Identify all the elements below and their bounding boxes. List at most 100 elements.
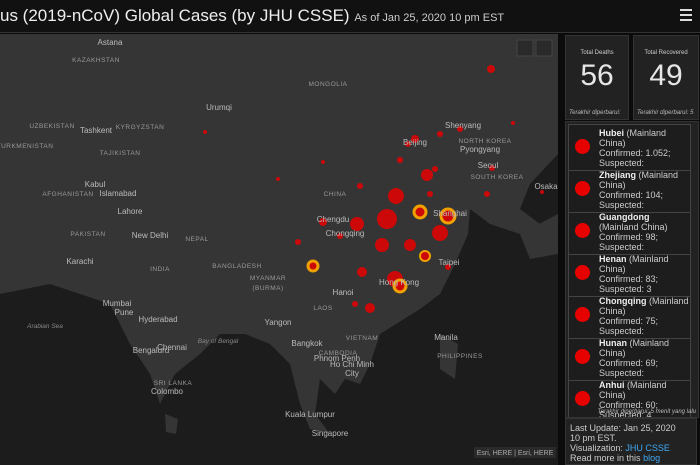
- map-label: Osaka: [534, 182, 558, 191]
- stat-value: 56: [580, 59, 614, 92]
- region-text: Henan (Mainland China) Confirmed: 83; Susp…: [599, 254, 691, 294]
- map-label: Urumqi: [206, 103, 232, 112]
- deaths-card: Total Deaths 56 Terakhir diperbarui:: [565, 35, 629, 120]
- map-label: Taipei: [439, 258, 460, 267]
- suspected: Suspected:: [599, 326, 645, 336]
- region-country: (Mainland China): [599, 170, 679, 190]
- title: us (2019-nCoV) Global Cases (by JHU CSSE…: [0, 6, 504, 26]
- map-label: Arabian Sea: [26, 323, 63, 330]
- suspected: Suspected: 4: [599, 410, 652, 418]
- region-item[interactable]: Hubei (Mainland China) Confirmed: 1.052; S…: [568, 124, 691, 171]
- map-label: Chongqing: [326, 229, 365, 238]
- region-text: Guangdong (Mainland China) Confirmed: 98;…: [599, 212, 691, 252]
- map-label: Kuala Lumpur: [285, 410, 335, 419]
- map-label: Yangon: [265, 318, 292, 327]
- map-label: Kabul: [85, 180, 106, 189]
- info-label: Visualization:: [570, 443, 623, 453]
- map-label: CHINA: [324, 191, 347, 198]
- suspected: Suspected:: [599, 158, 645, 168]
- confirmed: Confirmed: 104;: [599, 190, 664, 200]
- region-text: Hubei (Mainland China) Confirmed: 1.052; S…: [599, 128, 691, 168]
- info-box: Last Update: Jan 25, 2020 10 pm EST. Vis…: [565, 418, 697, 465]
- map-label: Lahore: [118, 207, 143, 216]
- region-name: Henan: [599, 254, 627, 264]
- region-country: (Mainland China): [599, 254, 669, 274]
- map-label: (BURMA): [252, 285, 283, 292]
- map-label: CAMBODIA: [319, 350, 358, 357]
- info-line: 10 pm EST.: [570, 433, 617, 443]
- region-country: (Mainland China): [599, 222, 668, 232]
- map-label: City: [345, 369, 359, 378]
- map-label: Singapore: [312, 429, 349, 438]
- stat-footer: Terakhir diperbarui: 5: [637, 110, 694, 116]
- map-label: Mumbai: [103, 299, 132, 308]
- viz-link[interactable]: JHU CSSE: [625, 443, 670, 453]
- region-item[interactable]: Zhejiang (Mainland China) Confirmed: 104;…: [568, 166, 691, 213]
- region-name: Anhui: [599, 380, 625, 390]
- region-item[interactable]: Chongqing (Mainland China) Confirmed: 75;…: [568, 292, 691, 339]
- case-markers: [203, 65, 544, 313]
- map-label: New Delhi: [132, 231, 169, 240]
- region-name: Hunan: [599, 338, 627, 348]
- confirmed: Confirmed: 1.052;: [599, 148, 671, 158]
- map-label: Astana: [98, 38, 123, 47]
- map-label: PAKISTAN: [70, 231, 105, 238]
- map-label: Pyongyang: [460, 145, 500, 154]
- map-label: Chennai: [157, 343, 187, 352]
- map-label: Beijing: [403, 138, 427, 147]
- region-dot: [575, 265, 590, 280]
- attribution: Esri, HERE | Esri, HERE: [477, 450, 554, 457]
- recovered-card: Total Recovered 49 Terakhir diperbarui: …: [633, 35, 699, 120]
- region-name: Zhejiang: [599, 170, 637, 180]
- stat-label: Total Recovered: [644, 50, 688, 56]
- map-label: NEPAL: [185, 236, 208, 243]
- map-label: VIETNAM: [346, 335, 378, 342]
- attribution-box: [474, 447, 556, 458]
- suspected: Suspected: 3: [599, 284, 652, 294]
- map-label: PHILIPPINES: [437, 353, 483, 360]
- map-tools[interactable]: [516, 39, 553, 57]
- map-label: Shenyang: [445, 121, 481, 130]
- map-label: SRI LANKA: [154, 380, 193, 387]
- menu-button[interactable]: [680, 9, 692, 24]
- map-label: Hanoi: [333, 288, 354, 297]
- map-label: Ho Chi Minh: [330, 360, 374, 369]
- map-label: Chengdu: [317, 215, 349, 224]
- stat-value: 49: [649, 59, 683, 92]
- map-label: UZBEKISTAN: [29, 123, 74, 130]
- map-label: BANGLADESH: [212, 263, 261, 270]
- map-label: Bangkok: [291, 339, 323, 348]
- map-label: Bay of Bengal: [198, 338, 239, 345]
- region-item[interactable]: Hunan (Mainland China) Confirmed: 69; Susp…: [568, 334, 691, 381]
- region-text: Anhui (Mainland China) Confirmed: 60; Susp…: [599, 380, 691, 418]
- map-label: Tashkent: [80, 126, 113, 135]
- map-label: MONGOLIA: [308, 81, 347, 88]
- map-label: Phnom Penh: [314, 354, 360, 363]
- region-text: Hunan (Mainland China) Confirmed: 69; Susp…: [599, 338, 691, 378]
- map-label: Karachi: [66, 257, 93, 266]
- map-label: Shanghai: [433, 209, 467, 218]
- map-labels: Astana KAZAKHSTAN MONGOLIA Urumqi UZBEKISTAN…: [0, 38, 558, 438]
- map-label: INDIA: [150, 266, 170, 273]
- region-name: Guangdong: [599, 212, 650, 222]
- region-item[interactable]: Anhui (Mainland China) Confirmed: 60; Susp…: [568, 376, 691, 418]
- map-label: Colombo: [151, 387, 184, 396]
- map-label: Bengaluru: [133, 346, 169, 355]
- map-label: Hyderabad: [138, 315, 177, 324]
- confirmed: Confirmed: 69;: [599, 358, 659, 368]
- region-item[interactable]: Guangdong (Mainland China) Confirmed: 98;…: [568, 208, 691, 255]
- map-label: LAOS: [313, 305, 333, 312]
- map-label: Islamabad: [100, 189, 137, 198]
- region-country: (Mainland China): [599, 128, 667, 148]
- map-label: AFGHANISTAN: [42, 191, 93, 198]
- map-label: SOUTH KOREA: [471, 174, 524, 181]
- blog-link[interactable]: blog: [643, 453, 661, 463]
- info-label: Read more in this: [570, 453, 641, 463]
- region-dot: [575, 223, 590, 238]
- map-label: Manila: [434, 333, 458, 342]
- region-country: (Mainland China): [599, 380, 667, 400]
- region-item[interactable]: Henan (Mainland China) Confirmed: 83; Susp…: [568, 250, 691, 297]
- map[interactable]: Astana KAZAKHSTAN MONGOLIA Urumqi UZBEKISTAN…: [0, 34, 558, 465]
- title-text: us (2019-nCoV) Global Cases (by JHU CSSE…: [0, 6, 350, 25]
